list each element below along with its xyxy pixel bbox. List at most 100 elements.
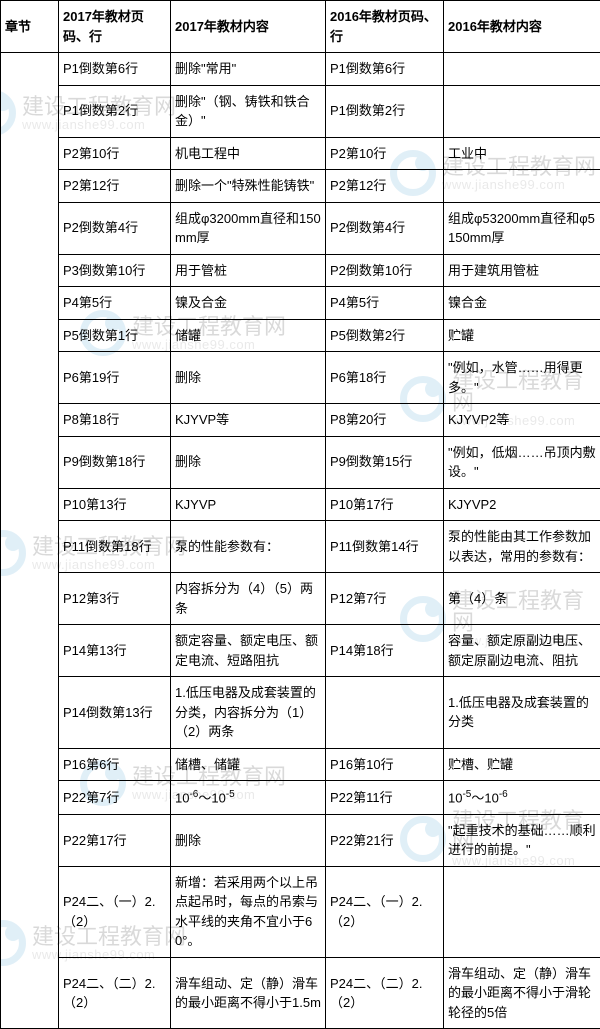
cell-page: P2第10行 <box>326 137 444 170</box>
cell-page: P24二、（一）2.（2） <box>326 866 444 957</box>
cell-content: KJYVP2 <box>444 488 600 521</box>
table-row: P24二、（二）2.（2）滑车组动、定（静）滑车的最小距离不得小于1.5mP24… <box>1 957 600 1029</box>
cell-page <box>326 677 444 749</box>
cell-page: P8第20行 <box>326 404 444 437</box>
cell-content: 镍及合金 <box>171 287 326 320</box>
table-row: P22第7行10-6～10-5P22第11行10-5～10-6 <box>1 781 600 815</box>
cell-content: 删除一个"特殊性能铸铁" <box>171 170 326 203</box>
cell-content: 组成φ3200mm直径和150mm厚 <box>171 202 326 254</box>
cell-page: P12第7行 <box>326 573 444 625</box>
cell-content: 删除"（钢、铸铁和铁合金）" <box>171 85 326 137</box>
cell-content: 删除 <box>171 814 326 866</box>
cell-page: P1倒数第6行 <box>59 53 171 86</box>
cell-content: 储罐 <box>171 319 326 352</box>
cell-content: 机电工程中 <box>171 137 326 170</box>
cell-content: 删除 <box>171 352 326 404</box>
cell-page: P1倒数第2行 <box>59 85 171 137</box>
cell-content: 内容拆分为（4）（5）两条 <box>171 573 326 625</box>
header-2016-page: 2016年教材页码、行 <box>326 1 444 53</box>
cell-page: P22第7行 <box>59 781 171 815</box>
cell-chapter <box>1 53 59 1029</box>
cell-page: P22第11行 <box>326 781 444 815</box>
cell-page: P10第17行 <box>326 488 444 521</box>
table-row: P2第10行机电工程中P2第10行工业中 <box>1 137 600 170</box>
cell-page: P9倒数第15行 <box>326 436 444 488</box>
cell-page: P2倒数第10行 <box>326 254 444 287</box>
table-row: P10第13行KJYVPP10第17行KJYVP2 <box>1 488 600 521</box>
cell-page: P24二、（二）2.（2） <box>59 957 171 1029</box>
table-row: P1倒数第6行删除"常用"P1倒数第6行 <box>1 53 600 86</box>
cell-page: P24二、（一）2.（2） <box>59 866 171 957</box>
cell-content: 镍合金 <box>444 287 600 320</box>
table-row: P22第17行删除P22第21行"起重技术的基础……顺利进行的前提。" <box>1 814 600 866</box>
cell-page: P4第5行 <box>326 287 444 320</box>
table-row: P11倒数第18行泵的性能参数有：P11倒数第14行泵的性能由其工作参数加以表达… <box>1 521 600 573</box>
cell-page: P6第19行 <box>59 352 171 404</box>
cell-page: P1倒数第2行 <box>326 85 444 137</box>
cell-page: P5倒数第1行 <box>59 319 171 352</box>
cell-page: P9倒数第18行 <box>59 436 171 488</box>
cell-page: P2倒数第4行 <box>326 202 444 254</box>
cell-content: "例如，低烟……吊顶内敷设。" <box>444 436 600 488</box>
cell-content: 用于管桩 <box>171 254 326 287</box>
table-row: P6第19行删除P6第18行"例如，水管……用得更多。" <box>1 352 600 404</box>
cell-content: "例如，水管……用得更多。" <box>444 352 600 404</box>
cell-page: P14第18行 <box>326 625 444 677</box>
cell-content: 1.低压电器及成套装置的分类 <box>444 677 600 749</box>
cell-page: P6第18行 <box>326 352 444 404</box>
table-row: P9倒数第18行删除P9倒数第15行"例如，低烟……吊顶内敷设。" <box>1 436 600 488</box>
cell-page: P2第12行 <box>326 170 444 203</box>
page-wrap: 建设工程教育网www.jianshe99.com建设工程教育网www.jians… <box>0 0 600 1029</box>
cell-page: P1倒数第6行 <box>326 53 444 86</box>
cell-content: 泵的性能由其工作参数加以表达，常用的参数有： <box>444 521 600 573</box>
table-row: P16第6行储槽、储罐P16第10行贮槽、贮罐 <box>1 748 600 781</box>
cell-content <box>444 85 600 137</box>
cell-content: 贮罐 <box>444 319 600 352</box>
table-row: P2倒数第4行组成φ3200mm直径和150mm厚P2倒数第4行组成φ53200… <box>1 202 600 254</box>
cell-content: 新增：若采用两个以上吊点起吊时，每点的吊索与水平线的夹角不宜小于60°。 <box>171 866 326 957</box>
cell-content: 容量、额定原副边电压、额定原副边电流、阻抗 <box>444 625 600 677</box>
table-row: P4第5行镍及合金P4第5行镍合金 <box>1 287 600 320</box>
cell-content: 10-6～10-5 <box>171 781 326 815</box>
cell-content: KJYVP等 <box>171 404 326 437</box>
cell-content: 储槽、储罐 <box>171 748 326 781</box>
cell-content: 滑车组动、定（静）滑车的最小距离不得小于1.5m <box>171 957 326 1029</box>
comparison-table: 章节 2017年教材页码、行 2017年教材内容 2016年教材页码、行 201… <box>0 0 600 1029</box>
cell-page: P11倒数第14行 <box>326 521 444 573</box>
cell-page: P22第21行 <box>326 814 444 866</box>
cell-content: 工业中 <box>444 137 600 170</box>
cell-page: P16第10行 <box>326 748 444 781</box>
cell-content <box>444 170 600 203</box>
cell-content <box>444 866 600 957</box>
cell-content: KJYVP <box>171 488 326 521</box>
cell-page: P4第5行 <box>59 287 171 320</box>
table-body: P1倒数第6行删除"常用"P1倒数第6行P1倒数第2行删除"（钢、铸铁和铁合金）… <box>1 53 600 1029</box>
cell-page: P5倒数第2行 <box>326 319 444 352</box>
table-row: P8第18行KJYVP等P8第20行KJYVP2等 <box>1 404 600 437</box>
table-row: P2第12行删除一个"特殊性能铸铁"P2第12行 <box>1 170 600 203</box>
cell-page: P14倒数第13行 <box>59 677 171 749</box>
cell-page: P2第10行 <box>59 137 171 170</box>
table-row: P3倒数第10行用于管桩P2倒数第10行用于建筑用管桩 <box>1 254 600 287</box>
cell-page: P22第17行 <box>59 814 171 866</box>
cell-page: P12第3行 <box>59 573 171 625</box>
table-row: P12第3行内容拆分为（4）（5）两条P12第7行第（4）条 <box>1 573 600 625</box>
cell-content: 删除 <box>171 436 326 488</box>
cell-page: P2倒数第4行 <box>59 202 171 254</box>
header-2017-content: 2017年教材内容 <box>171 1 326 53</box>
cell-content: 1.低压电器及成套装置的分类，内容拆分为（1）（2）两条 <box>171 677 326 749</box>
table-row: P1倒数第2行删除"（钢、铸铁和铁合金）"P1倒数第2行 <box>1 85 600 137</box>
cell-page: P16第6行 <box>59 748 171 781</box>
header-2016-content: 2016年教材内容 <box>444 1 600 53</box>
header-chapter: 章节 <box>1 1 59 53</box>
table-row: P24二、（一）2.（2）新增：若采用两个以上吊点起吊时，每点的吊索与水平线的夹… <box>1 866 600 957</box>
cell-content: 组成φ53200mm直径和φ5150mm厚 <box>444 202 600 254</box>
table-header-row: 章节 2017年教材页码、行 2017年教材内容 2016年教材页码、行 201… <box>1 1 600 53</box>
table-row: P14第13行额定容量、额定电压、额定电流、短路阻抗P14第18行容量、额定原副… <box>1 625 600 677</box>
table-row: P14倒数第13行1.低压电器及成套装置的分类，内容拆分为（1）（2）两条 1.低… <box>1 677 600 749</box>
cell-content: 用于建筑用管桩 <box>444 254 600 287</box>
cell-page: P24二、（二）2.（2） <box>326 957 444 1029</box>
cell-content: 贮槽、贮罐 <box>444 748 600 781</box>
cell-content <box>444 53 600 86</box>
cell-page: P11倒数第18行 <box>59 521 171 573</box>
